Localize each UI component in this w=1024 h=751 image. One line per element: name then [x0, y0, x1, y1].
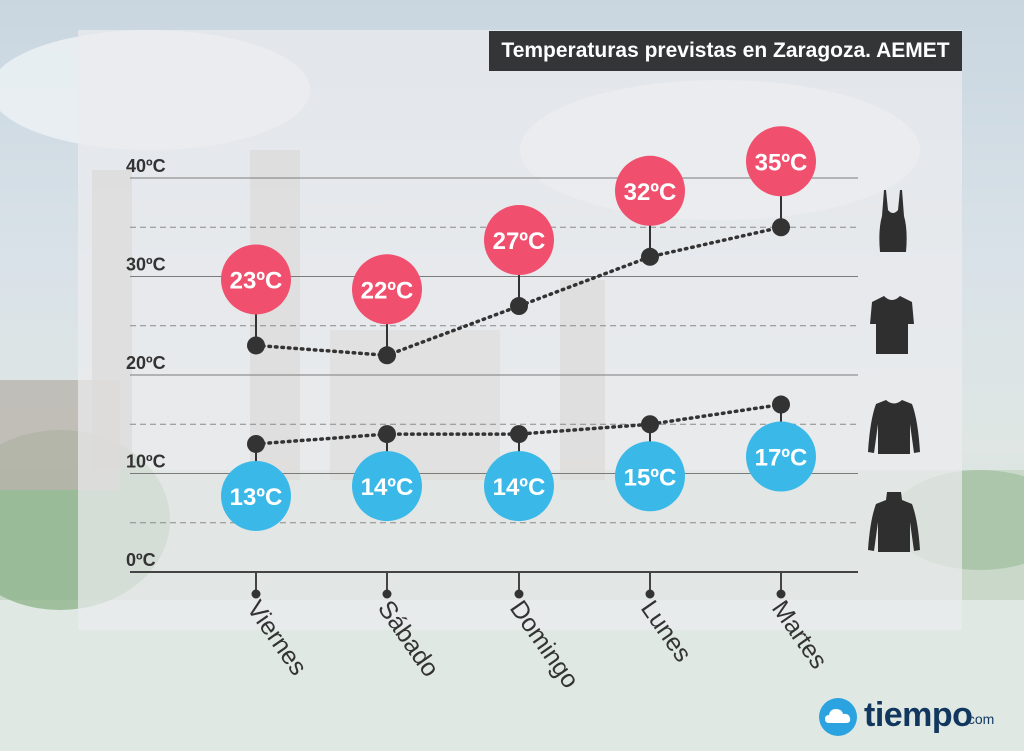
- max-temp-badge: [484, 205, 554, 276]
- y-tick-label: 20ºC: [126, 353, 166, 373]
- x-tick-dot: [382, 589, 392, 599]
- brand-name: tiempo: [864, 696, 973, 734]
- min-temp-label: 13ºC: [230, 484, 283, 511]
- max-temp-badge: [352, 254, 422, 325]
- max-temp-badge: [221, 244, 291, 315]
- turtleneck-icon: [868, 492, 920, 552]
- chart-title: Temperaturas previstas en Zaragoza. AEME…: [489, 31, 962, 71]
- max-temp-badge: [746, 126, 816, 197]
- tank-top-icon: [879, 190, 907, 252]
- chart-panel: [78, 30, 962, 630]
- x-tick-label: Viernes: [241, 595, 312, 680]
- max-temp-badge: [615, 155, 685, 226]
- max-temp-label: 32ºC: [624, 179, 677, 206]
- x-tick-label: Sábado: [372, 595, 444, 682]
- y-tick-label: 10ºC: [126, 452, 166, 472]
- max-temp-label: 27ºC: [493, 228, 546, 255]
- x-tick-label: Domingo: [504, 595, 584, 693]
- y-tick-label: 0ºC: [126, 550, 156, 570]
- max-temp-label: 35ºC: [755, 149, 808, 176]
- y-tick-label: 40ºC: [126, 156, 166, 176]
- min-temp-label: 14ºC: [361, 474, 414, 501]
- x-tick-label: Lunes: [635, 595, 697, 667]
- min-temp-label: 15ºC: [624, 464, 677, 491]
- min-temp-badge: [221, 460, 291, 531]
- max-temp-label: 23ºC: [230, 267, 283, 294]
- min-temp-line: [254, 402, 783, 446]
- x-tick-dot: [776, 589, 786, 599]
- min-temp-badge: [484, 451, 554, 522]
- t-shirt-icon: [870, 296, 914, 354]
- min-temp-badge: [352, 451, 422, 522]
- min-temp-badge: [615, 441, 685, 512]
- min-temp-label: 17ºC: [755, 445, 808, 472]
- y-tick-label: 30ºC: [126, 255, 166, 275]
- max-temp-label: 22ºC: [361, 277, 414, 304]
- cloud-logo-icon: [819, 698, 857, 736]
- x-tick-dot: [645, 589, 655, 599]
- x-tick-label: Martes: [766, 595, 833, 674]
- brand-logo[interactable]: tiempo .com: [818, 695, 998, 739]
- brand-tld: .com: [964, 711, 995, 727]
- x-tick-dot: [251, 589, 261, 599]
- min-temp-badge: [746, 421, 816, 492]
- long-sleeve-icon: [868, 400, 920, 454]
- x-tick-dot: [514, 589, 524, 599]
- min-temp-label: 14ºC: [493, 474, 546, 501]
